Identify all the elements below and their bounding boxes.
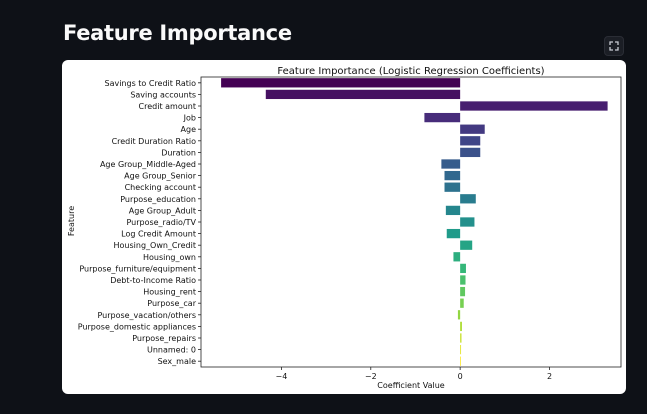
bar	[460, 217, 475, 227]
y-tick-label: Purpose_repairs	[132, 334, 196, 343]
bar	[460, 101, 608, 111]
bar	[445, 205, 461, 216]
bar	[460, 124, 485, 134]
bar-chart: Feature Importance (Logistic Regression …	[67, 66, 622, 390]
y-tick-label: Purpose_education	[120, 195, 196, 204]
bar	[460, 298, 464, 308]
y-axis-label: Feature	[67, 206, 76, 236]
plot-frame	[200, 76, 622, 368]
bar	[460, 286, 466, 297]
bar	[441, 159, 461, 169]
y-tick-label: Housing_own	[143, 253, 196, 262]
y-tick-label: Age Group_Senior	[124, 172, 197, 181]
bar	[444, 170, 461, 181]
bar	[444, 182, 461, 192]
x-tick-label: −4	[276, 372, 288, 381]
page-title: Feature Importance	[63, 21, 292, 45]
y-tick-label: Housing_rent	[143, 288, 196, 297]
y-tick-label: Sex_male	[158, 357, 197, 366]
bar	[457, 310, 461, 320]
y-tick-label: Age Group_Adult	[129, 206, 196, 215]
bar	[460, 321, 462, 332]
bar	[453, 252, 461, 262]
y-tick-label: Housing_Own_Credit	[114, 241, 197, 250]
bar	[460, 194, 476, 204]
y-tick-label: Log Credit Amount	[121, 230, 196, 239]
y-tick-label: Purpose_car	[147, 299, 196, 308]
bar	[460, 240, 473, 250]
bar	[460, 275, 466, 285]
y-tick-label: Credit Duration Ratio	[112, 137, 197, 146]
expand-icon	[609, 41, 619, 51]
bar	[460, 147, 481, 158]
y-tick-label: Purpose_furniture/equipment	[79, 264, 196, 273]
y-tick-label: Job	[183, 114, 196, 123]
y-tick-label: Unnamed: 0	[147, 346, 196, 355]
y-tick-label: Purpose_vacation/others	[97, 311, 196, 320]
y-tick-label: Savings to Credit Ratio	[104, 79, 196, 88]
y-tick-label: Debt-to-Income Ratio	[110, 276, 196, 285]
bar	[265, 89, 461, 100]
x-axis-label: Coefficient Value	[377, 381, 444, 390]
y-tick-label: Purpose_radio/TV	[126, 218, 196, 227]
bar	[446, 228, 461, 239]
chart-title: Feature Importance (Logistic Regression …	[277, 66, 544, 77]
y-tick-label: Age	[181, 125, 197, 134]
y-tick-label: Checking account	[125, 183, 196, 192]
bar	[460, 356, 461, 366]
y-tick-label: Credit amount	[139, 102, 196, 111]
y-tick-label: Age Group_Middle-Aged	[100, 160, 196, 169]
y-tick-label: Purpose_domestic appliances	[78, 322, 196, 331]
bar	[460, 333, 462, 343]
bar	[460, 136, 481, 146]
bar	[221, 78, 461, 88]
y-tick-label: Saving accounts	[130, 90, 196, 99]
y-tick-label: Duration	[161, 148, 196, 157]
bar	[460, 263, 466, 274]
bar	[424, 112, 461, 123]
x-tick-label: −2	[365, 372, 377, 381]
bar	[460, 344, 462, 355]
fullscreen-button[interactable]	[604, 36, 624, 56]
chart-figure: Feature Importance (Logistic Regression …	[62, 60, 626, 394]
x-tick-label: 2	[547, 372, 552, 381]
x-tick-label: 0	[458, 372, 463, 381]
